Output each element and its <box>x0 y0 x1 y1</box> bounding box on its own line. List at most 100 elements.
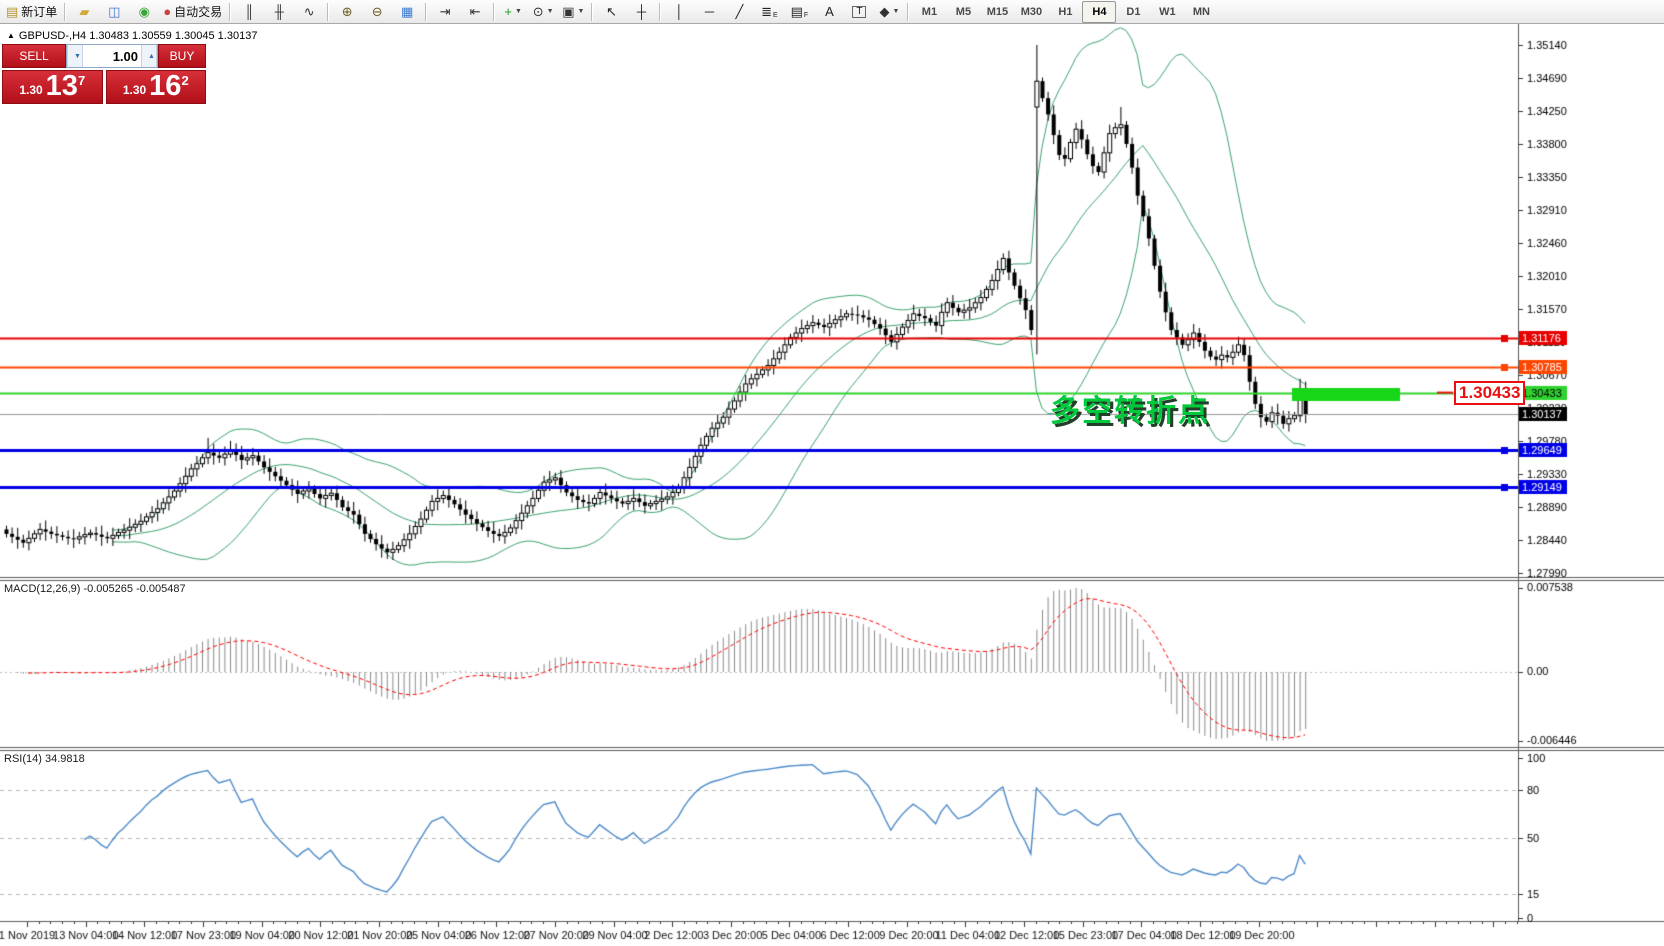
channel-button-sub: F <box>803 11 809 19</box>
symbol-ohlc-text: GBPUSD-,H4 1.30483 1.30559 1.30045 1.301… <box>18 30 258 42</box>
tf-w1-button-label: W1 <box>1159 5 1176 18</box>
horizontal-line-button[interactable]: ─ <box>694 1 724 23</box>
toolbar-separator <box>591 2 594 21</box>
tf-d1-button-label: D1 <box>1126 5 1141 18</box>
text-label-button[interactable]: T <box>844 1 874 23</box>
toolbar-separator <box>327 2 330 21</box>
trendline-button[interactable]: ╱ <box>724 1 754 23</box>
tf-m15-button-label: M15 <box>986 5 1009 18</box>
fibonacci-button-sub: E <box>773 11 778 19</box>
templates-icon: ▣ <box>562 4 575 19</box>
buy-quote[interactable]: 1.30 16 2 <box>105 70 206 104</box>
auto-scroll-button[interactable]: ⇥ <box>430 1 460 23</box>
line-chart-icon: ∿ <box>303 4 315 19</box>
wallet-icon: ▰ <box>79 4 90 19</box>
auto-trading-button[interactable]: ● 自动交易 <box>159 1 226 23</box>
templates-button[interactable]: ▣ ▼ <box>558 1 588 23</box>
volume-input[interactable] <box>83 45 141 67</box>
zoom-in-button[interactable]: ⊕ <box>332 1 362 23</box>
tf-m5-button[interactable]: M5 <box>946 1 980 23</box>
symbol-info: ▲ GBPUSD-,H4 1.30483 1.30559 1.30045 1.30… <box>7 30 257 42</box>
tf-h1-button-label: H1 <box>1058 5 1073 18</box>
tf-h4-button-label: H4 <box>1092 5 1107 18</box>
volume-down-button[interactable]: ▼ <box>67 45 83 67</box>
tf-mn-button[interactable]: MN <box>1184 1 1218 23</box>
text-label-icon: T <box>852 5 867 18</box>
candlestick-chart-button[interactable]: ╫ <box>264 1 294 23</box>
zoom-out-button[interactable]: ⊖ <box>362 1 392 23</box>
tf-h1-button[interactable]: H1 <box>1048 1 1082 23</box>
tile-windows-icon: ▦ <box>401 4 414 19</box>
fibonacci-icon: ≣ <box>761 4 773 19</box>
buy-button[interactable]: BUY <box>158 44 206 68</box>
tf-h4-button[interactable]: H4 <box>1082 0 1117 23</box>
toolbar-separator <box>907 2 910 21</box>
text-button[interactable]: A <box>814 1 844 23</box>
bar-chart-button[interactable]: ║ <box>234 1 264 23</box>
toolbar: ▤ 新订单 ▰ ◫ ◉ ● 自动交易 ║ ╫ ∿ ⊕ ⊖ ▦ ⇥ ⇤ + ▼ ⊙ ▼ ▣ ▼ ↖ ┼ │ ─ ╱ ≣ E ▤ F A T ◆ ▼ M… <box>0 0 1664 24</box>
tile-windows-button[interactable]: ▦ <box>392 1 422 23</box>
symbol-marker-icon: ▲ <box>7 31 15 40</box>
buy-price-prefix: 1.30 <box>122 83 147 97</box>
chart-canvas[interactable] <box>0 24 1664 946</box>
tf-m15-button[interactable]: M15 <box>980 1 1014 23</box>
new-order-button[interactable]: ▤ 新订单 <box>2 1 61 23</box>
line-chart-button[interactable]: ∿ <box>294 1 324 23</box>
add-indicator-button[interactable]: + ▼ <box>498 1 528 23</box>
periods-button[interactable]: ⊙ ▼ <box>528 1 558 23</box>
signals-button[interactable]: ◉ <box>129 1 159 23</box>
price-tag-label[interactable]: 1.30433 <box>1454 381 1526 405</box>
toolbar-separator <box>229 2 232 21</box>
candlestick-chart-icon: ╫ <box>274 4 284 19</box>
add-indicator-button-caret-icon: ▼ <box>515 8 522 15</box>
new-order-icon: ▤ <box>6 4 19 19</box>
annotation-text: 多空转折点 <box>1050 395 1210 428</box>
crosshair-icon: ┼ <box>636 4 647 19</box>
toolbar-separator <box>425 2 428 21</box>
expert-window-button[interactable]: ◫ <box>99 1 129 23</box>
sell-quote[interactable]: 1.30 13 7 <box>2 70 103 104</box>
fibonacci-button[interactable]: ≣ E <box>754 1 784 23</box>
signals-icon: ◉ <box>138 4 150 19</box>
sell-price-big: 13 <box>45 70 78 103</box>
volume-up-button[interactable]: ▲ <box>141 45 157 67</box>
chart-shift-button[interactable]: ⇤ <box>460 1 490 23</box>
chart-shift-icon: ⇤ <box>469 4 481 19</box>
volume-stepper: ▼ ▲ <box>66 44 158 68</box>
shapes-icon: ◆ <box>879 4 890 19</box>
tf-m30-button-label: M30 <box>1020 5 1043 18</box>
bar-chart-icon: ║ <box>244 4 254 19</box>
tf-d1-button[interactable]: D1 <box>1116 1 1150 23</box>
tf-w1-button[interactable]: W1 <box>1150 1 1184 23</box>
cursor-icon: ↖ <box>605 4 617 19</box>
periods-icon: ⊙ <box>532 4 544 19</box>
buy-price-sup: 2 <box>181 73 189 88</box>
shapes-button[interactable]: ◆ ▼ <box>874 1 904 23</box>
toolbar-separator <box>659 2 662 21</box>
text-icon: A <box>825 4 834 19</box>
wallet-button[interactable]: ▰ <box>69 1 99 23</box>
auto-trading-icon: ● <box>163 4 172 19</box>
tf-m30-button[interactable]: M30 <box>1014 1 1048 23</box>
sell-button[interactable]: SELL <box>2 44 66 68</box>
periods-button-caret-icon: ▼ <box>546 8 554 15</box>
channel-icon: ▤ <box>790 4 803 19</box>
channel-button[interactable]: ▤ F <box>784 1 814 23</box>
auto-trading-button-label: 自动交易 <box>174 5 223 19</box>
auto-scroll-icon: ⇥ <box>439 4 451 19</box>
toolbar-separator <box>493 2 496 21</box>
cursor-button[interactable]: ↖ <box>596 1 626 23</box>
vertical-line-icon: │ <box>675 4 684 19</box>
vertical-line-button[interactable]: │ <box>664 1 694 23</box>
tf-m1-button[interactable]: M1 <box>912 1 946 23</box>
shapes-button-caret-icon: ▼ <box>892 8 900 15</box>
horizontal-line-icon: ─ <box>704 4 715 19</box>
macd-label: MACD(12,26,9) -0.005265 -0.005487 <box>4 583 186 595</box>
crosshair-button[interactable]: ┼ <box>626 1 656 23</box>
rsi-label: RSI(14) 34.9818 <box>4 753 85 765</box>
expert-window-icon: ◫ <box>108 4 121 19</box>
tf-mn-button-label: MN <box>1192 5 1210 18</box>
tf-m5-button-label: M5 <box>955 5 972 18</box>
